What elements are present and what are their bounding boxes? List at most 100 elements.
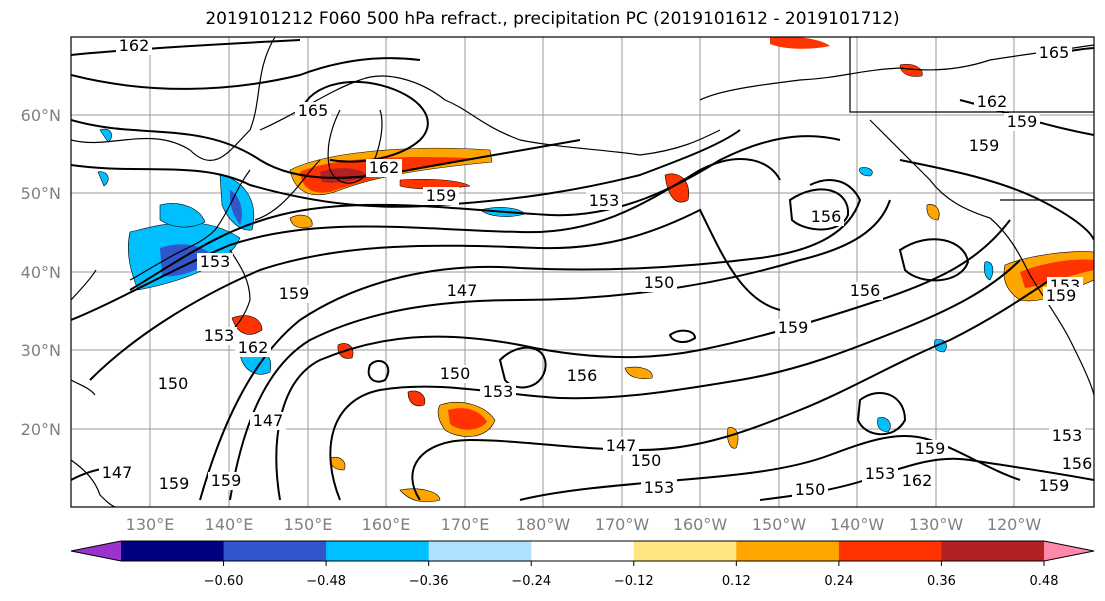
contour-label-bg <box>423 187 459 205</box>
contour-label-bg <box>1059 455 1094 473</box>
contour-label: 156 <box>1062 454 1093 473</box>
lon-label: 170°W <box>595 515 650 534</box>
contour-label: 147 <box>102 463 133 482</box>
contour-label: 153 <box>200 252 231 271</box>
contour-label: 159 <box>778 318 809 337</box>
lat-label: 30°N <box>21 341 61 360</box>
contour-label-bg <box>1043 287 1079 305</box>
colorbar-tick-label: −0.12 <box>614 574 654 589</box>
contour-label: 165 <box>1039 43 1070 62</box>
colorbar-tick-label: 0.12 <box>722 574 751 589</box>
lon-label: 160°W <box>673 515 728 534</box>
contour-label-bg <box>235 339 271 357</box>
lon-label: 140°E <box>205 515 254 534</box>
contour-label-bg <box>366 159 402 177</box>
map-frame <box>70 36 1095 508</box>
lon-label: 170°E <box>441 515 490 534</box>
contour-label: 159 <box>159 474 190 493</box>
lon-label: 130°E <box>126 515 175 534</box>
contour-label-bg <box>847 282 883 300</box>
lon-label: 130°W <box>909 515 964 534</box>
contour-label-bg <box>155 375 191 393</box>
contour-label-bg <box>1036 477 1072 495</box>
contour-label-bg <box>437 365 473 383</box>
contour-label: 156 <box>811 207 842 226</box>
contour-label-bg <box>641 274 677 292</box>
contour-label-bg <box>628 452 664 470</box>
contour-label-bg <box>1049 427 1085 445</box>
contour-label-bg <box>444 282 480 300</box>
contour-label: 162 <box>119 36 150 55</box>
colorbar-segment <box>531 541 635 561</box>
colorbar: −0.60 −0.48 −0.36 −0.24 −0.12 0.12 0.24 0.36 0.4… <box>70 540 1095 589</box>
colorbar-tick-label: −0.48 <box>306 574 346 589</box>
contour-label: 153 <box>644 478 675 497</box>
contour-label: 147 <box>447 281 478 300</box>
contour-label: 165 <box>298 101 329 120</box>
colorbar-segment <box>428 541 532 561</box>
contour-label-bg <box>99 464 135 482</box>
contour-label: 159 <box>915 439 946 458</box>
contour-label: 153 <box>589 191 620 210</box>
colorbar-extend-high <box>1044 541 1094 561</box>
lon-label: 160°E <box>362 515 411 534</box>
contour-label-bg <box>603 437 639 455</box>
contour-label-bg <box>156 475 192 493</box>
coastlines <box>71 37 1094 507</box>
contour-label-bg <box>792 481 828 499</box>
colorbar-tick-label: −0.36 <box>409 574 449 589</box>
contour-label-bg <box>250 412 286 430</box>
contour-label: 159 <box>1039 476 1070 495</box>
contour-label-bg <box>564 367 600 385</box>
contour-label: 162 <box>369 158 400 177</box>
contour-label-bg <box>808 208 844 226</box>
contour-label-bg <box>862 465 898 483</box>
colorbar-tick-label: 0.24 <box>824 574 853 589</box>
longitude-labels: 130°E 140°E 150°E 160°E 170°E 180°W 170°W 160°W… <box>126 515 1042 534</box>
contour-label-bg <box>480 383 516 401</box>
colorbar-segment <box>326 541 430 561</box>
contour-label: 150 <box>158 374 189 393</box>
contour-label: 153 <box>865 464 896 483</box>
contour-label: 150 <box>631 451 662 470</box>
colorbar-segment <box>736 541 840 561</box>
contour-label: 162 <box>902 471 933 490</box>
contour-label: 159 <box>426 186 457 205</box>
colorbar-segment <box>941 541 1045 561</box>
contour-label-bg <box>641 479 677 497</box>
latitude-labels: 60°N 50°N 40°N 30°N 20°N <box>21 106 61 439</box>
contour-label-bg <box>295 102 331 120</box>
colorbar-segment <box>223 541 327 561</box>
contour-label: 150 <box>644 273 675 292</box>
contour-label: 159 <box>969 136 1000 155</box>
contour-label: 153 <box>1052 426 1083 445</box>
lat-label: 40°N <box>21 263 61 282</box>
contour-label: 153 <box>204 326 235 345</box>
contour-label: 159 <box>211 471 242 490</box>
colorbar-tick-label: 0.48 <box>1030 574 1059 589</box>
colorbar-segment <box>121 541 225 561</box>
contour-label: 147 <box>253 411 284 430</box>
contour-label: 156 <box>850 281 881 300</box>
contour-label: 159 <box>1007 112 1038 131</box>
contour-label-bg <box>208 472 244 490</box>
contour-label-bg <box>276 285 312 303</box>
contour-label-bg <box>1036 44 1072 62</box>
lon-label: 150°W <box>752 515 807 534</box>
colorbar-extend-low <box>71 541 121 561</box>
contour-label: 159 <box>279 284 310 303</box>
contour-label-bg <box>1004 113 1040 131</box>
map-title: 2019101212 F060 500 hPa refract., precip… <box>205 9 900 29</box>
contour-label-bg <box>197 253 233 271</box>
lat-label: 50°N <box>21 184 61 203</box>
contour-label-bg <box>775 319 811 337</box>
contour-label: 156 <box>567 366 598 385</box>
lon-label: 180°W <box>516 515 571 534</box>
map-content: 162 165 162 159 159 165 162 159 153 156 153 159 153 1… <box>71 36 1094 507</box>
contour-label: 159 <box>1046 286 1077 305</box>
lat-label: 20°N <box>21 420 61 439</box>
colorbar-segment <box>838 541 942 561</box>
colorbar-tick-label: −0.60 <box>204 574 244 589</box>
contour-label-bg <box>586 192 622 210</box>
